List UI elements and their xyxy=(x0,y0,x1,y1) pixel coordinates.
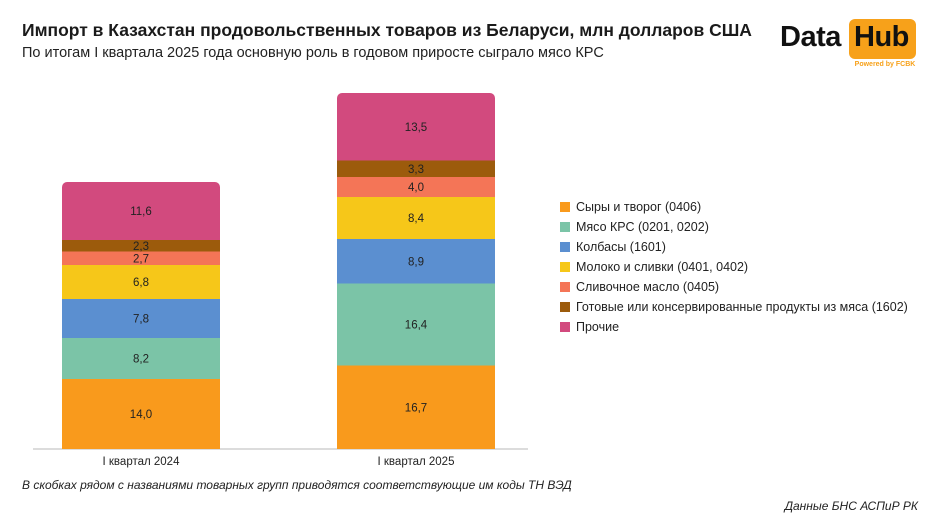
footnote: В скобках рядом с названиями товарных гр… xyxy=(22,478,572,492)
bar-segment xyxy=(62,379,220,449)
legend-label: Сливочное масло (0405) xyxy=(576,280,720,294)
bar-segment xyxy=(62,299,220,338)
legend-swatch xyxy=(560,282,570,292)
bar-value-label: 8,9 xyxy=(408,256,424,268)
bar-segment xyxy=(337,93,495,161)
legend-item: Готовые или консервированные продукты из… xyxy=(560,297,908,317)
legend-label: Молоко и сливки (0401, 0402) xyxy=(576,260,749,274)
logo-word-data: Data xyxy=(780,21,841,53)
legend-item: Сливочное масло (0405) xyxy=(560,277,908,297)
x-tick-label: I квартал 2025 xyxy=(378,456,455,468)
bar-value-label: 6,8 xyxy=(133,277,149,289)
bar-stack-2 xyxy=(337,93,495,449)
legend-swatch xyxy=(560,202,570,212)
legend-item: Сыры и творог (0406) xyxy=(560,197,908,217)
bar-value-label: 16,4 xyxy=(405,320,428,332)
bar-value-label: 16,7 xyxy=(405,402,427,414)
bar-segment xyxy=(337,239,495,284)
bar-value-label: 13,5 xyxy=(405,122,427,134)
legend-item: Мясо КРС (0201, 0202) xyxy=(560,217,908,237)
chart-subtitle: По итогам I квартала 2025 года основную … xyxy=(22,45,604,61)
logo-tagline: Powered by FCBK xyxy=(854,61,916,68)
legend-swatch xyxy=(560,322,570,332)
x-tick-label: I квартал 2024 xyxy=(103,456,181,468)
legend-label: Мясо КРС (0201, 0202) xyxy=(576,220,709,234)
bar-value-label: 3,3 xyxy=(408,164,424,176)
legend-swatch xyxy=(560,222,570,232)
legend-swatch xyxy=(560,242,570,252)
bar-stack-1 xyxy=(62,182,220,449)
legend-swatch xyxy=(560,262,570,272)
bar-segment xyxy=(337,365,495,449)
chart-legend: Сыры и творог (0406) Мясо КРС (0201, 0202… xyxy=(560,197,908,337)
bar-value-label: 7,8 xyxy=(133,314,149,326)
datahub-logo: Data Hub Powered by FCBK xyxy=(778,19,918,75)
data-source: Данные БНС АСПиР РК xyxy=(784,499,918,513)
bar-segment xyxy=(62,182,220,240)
legend-item: Прочие xyxy=(560,317,908,337)
bar-segment xyxy=(337,283,495,366)
chart-title: Импорт в Казахстан продовольственных тов… xyxy=(22,20,752,40)
bar-value-label: 2,7 xyxy=(133,253,149,265)
bar-segment xyxy=(62,240,220,252)
bar-value-label: 8,4 xyxy=(408,213,425,225)
bar-segment xyxy=(62,338,220,379)
legend-item: Колбасы (1601) xyxy=(560,237,908,257)
bar-value-label: 2,3 xyxy=(133,241,149,253)
legend-label: Сыры и творог (0406) xyxy=(576,200,702,214)
bar-value-label: 11,6 xyxy=(130,206,152,218)
bar-segment xyxy=(337,160,495,177)
legend-label: Прочие xyxy=(576,320,620,334)
bar-segment xyxy=(62,265,220,299)
bar-value-label: 8,2 xyxy=(133,354,149,366)
legend-label: Готовые или консервированные продукты из… xyxy=(576,300,908,314)
bar-segment xyxy=(62,251,220,265)
bar-segment xyxy=(337,197,495,239)
bar-segment xyxy=(337,177,495,197)
logo-hub-box xyxy=(849,19,916,59)
legend-swatch xyxy=(560,302,570,312)
logo-word-hub: Hub xyxy=(854,21,909,53)
legend-item: Молоко и сливки (0401, 0402) xyxy=(560,257,908,277)
legend-label: Колбасы (1601) xyxy=(576,240,666,254)
bar-value-label: 14,0 xyxy=(130,409,152,421)
bar-value-label: 4,0 xyxy=(408,182,424,194)
